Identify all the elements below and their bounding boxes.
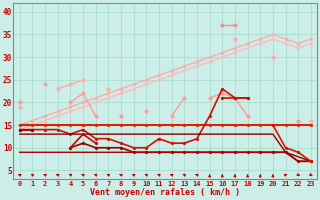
X-axis label: Vent moyen/en rafales ( km/h ): Vent moyen/en rafales ( km/h ) bbox=[90, 188, 240, 197]
